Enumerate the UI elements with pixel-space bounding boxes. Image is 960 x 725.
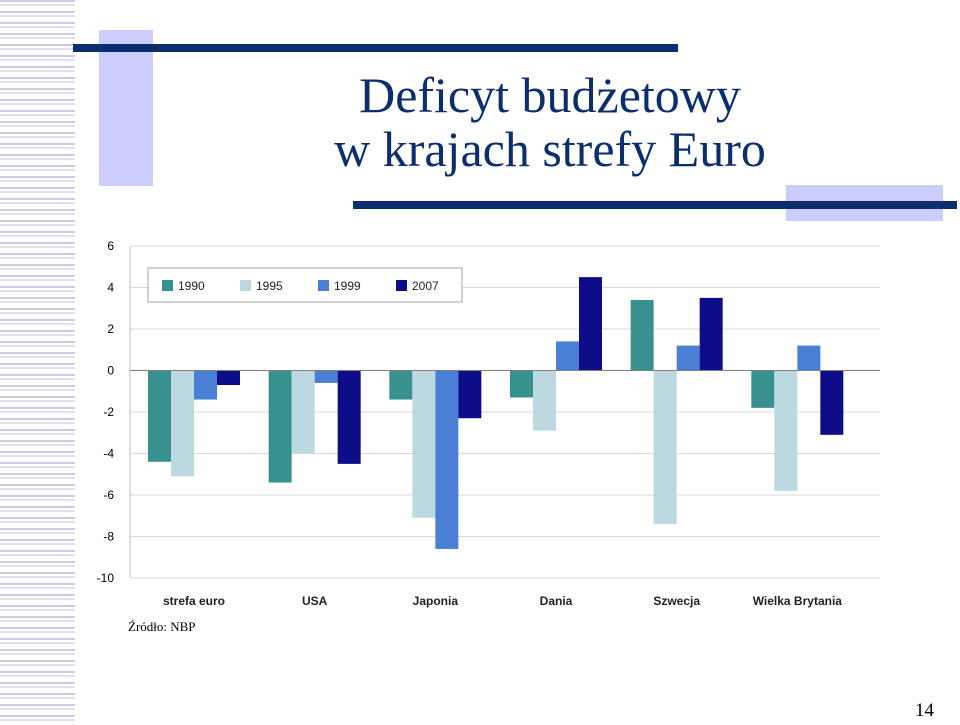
page-number: 14 (915, 700, 934, 721)
bar-1995-strefa-euro (171, 370, 194, 477)
decorative-block-left (99, 30, 153, 186)
source-note: Źródło: NBP (128, 619, 196, 634)
bar-2007-dania (579, 277, 602, 371)
y-tick-label: 6 (107, 239, 114, 253)
x-axis-category-labels: strefa euro USA Japonia Dania Szwecja Wielka … (163, 594, 842, 608)
bar-1990-japonia (389, 370, 413, 400)
bar-2007-usa (337, 370, 361, 464)
y-tick-label: -4 (103, 447, 114, 461)
title-line-1: Deficyt budżetowy (359, 67, 741, 123)
bar-1990-wielka-brytania (751, 370, 775, 408)
legend-swatch-2007 (396, 280, 407, 291)
bar-1999-szwecja (676, 345, 700, 371)
decorative-stripes (0, 0, 75, 725)
y-tick-label: -2 (103, 405, 114, 419)
y-tick-label: 4 (107, 281, 114, 295)
y-axis-tick-labels: 6 4 2 0 -2 -4 -6 -8 -10 (97, 239, 115, 585)
bar-1990-dania (510, 370, 533, 398)
slide-title: Deficyt budżetowy w krajach strefy Euro (250, 68, 850, 176)
bar-2007-wielka-brytania (820, 370, 844, 435)
y-tick-label: -10 (97, 571, 115, 585)
x-category-label: strefa euro (163, 594, 225, 608)
chart-bars (130, 277, 880, 549)
y-tick-label: -8 (103, 530, 114, 544)
legend-label: 1999 (334, 279, 361, 293)
x-category-label: Dania (540, 594, 573, 608)
bar-1995-szwecja (653, 370, 677, 525)
bar-1995-usa (291, 370, 315, 454)
bar-1990-strefa-euro (148, 370, 171, 462)
bar-1999-japonia (435, 370, 459, 549)
chart-gridlines (129, 245, 880, 579)
legend-swatch-1990 (162, 280, 173, 291)
bar-1990-usa (268, 370, 292, 483)
bar-1999-dania (556, 341, 579, 371)
bar-2007-japonia (458, 370, 482, 419)
legend-swatch-1995 (240, 280, 251, 291)
decorative-bar-bottom (353, 201, 957, 209)
y-tick-label: 2 (107, 322, 114, 336)
bar-1995-dania (533, 370, 556, 431)
bar-2007-strefa-euro (217, 370, 240, 386)
legend-box (147, 267, 463, 303)
bar-1995-wielka-brytania (774, 370, 798, 491)
chart-legend: 1990 1995 1999 2007 (147, 267, 463, 303)
y-tick-label: -6 (103, 488, 114, 502)
decorative-bar-top (73, 44, 678, 52)
bar-1999-strefa-euro (194, 370, 217, 400)
x-category-label: Japonia (413, 594, 459, 608)
title-line-2: w krajach strefy Euro (334, 121, 766, 177)
bar-1990-szwecja (630, 299, 654, 371)
legend-label: 1990 (178, 279, 205, 293)
x-category-label: Wielka Brytania (753, 594, 843, 608)
bar-2007-szwecja (699, 297, 723, 371)
x-category-label: USA (302, 594, 328, 608)
legend-label: 2007 (412, 279, 439, 293)
bar-1995-japonia (412, 370, 436, 518)
y-tick-label: 0 (107, 364, 114, 378)
x-category-label: Szwecja (653, 594, 700, 608)
legend-swatch-1999 (318, 280, 329, 291)
bar-1999-wielka-brytania (797, 345, 821, 371)
bar-1999-usa (314, 370, 338, 383)
legend-label: 1995 (256, 279, 283, 293)
